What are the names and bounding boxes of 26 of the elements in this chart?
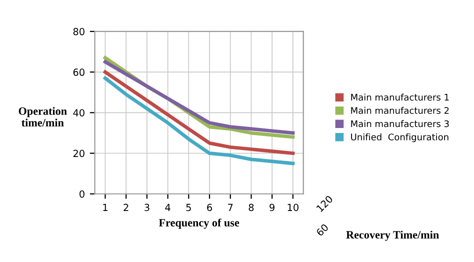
y-tick-label: 20: [73, 150, 84, 158]
x-tick-label: 9: [270, 204, 274, 212]
line-series: [103, 70, 295, 156]
x-tick-label: 10: [288, 204, 298, 212]
text: 60: [316, 223, 329, 236]
x-tick-label: 7: [228, 204, 233, 211]
y-axis-title: Operation time/min: [18, 107, 67, 126]
x-tick-label: 3: [144, 204, 150, 212]
x-tick-label: 4: [165, 204, 170, 211]
y-tick-label: 60: [73, 68, 84, 76]
legend-label: Main manufacturers 2: [351, 106, 449, 114]
x-tick-label: 8: [248, 204, 254, 212]
legend-label: Main manufacturers 1: [351, 94, 449, 101]
x-tick-label: 5: [186, 204, 191, 212]
legend-label: Unified Configuration: [351, 133, 448, 142]
text: 120: [316, 195, 334, 212]
legend-label: Main manufacturers 3: [351, 120, 449, 128]
y-tick-label: 80: [73, 28, 84, 36]
x-tick-label: 2: [124, 204, 128, 211]
line-series: [103, 76, 295, 166]
text: Recovery Time/min: [346, 230, 439, 241]
y-tick-label: 0: [80, 190, 84, 198]
y-tick-label: 40: [73, 109, 84, 116]
x-axis-title: Frequency of use: [158, 218, 240, 229]
x-tick-label: 1: [103, 204, 108, 211]
x-tick-label: 6: [207, 204, 212, 212]
